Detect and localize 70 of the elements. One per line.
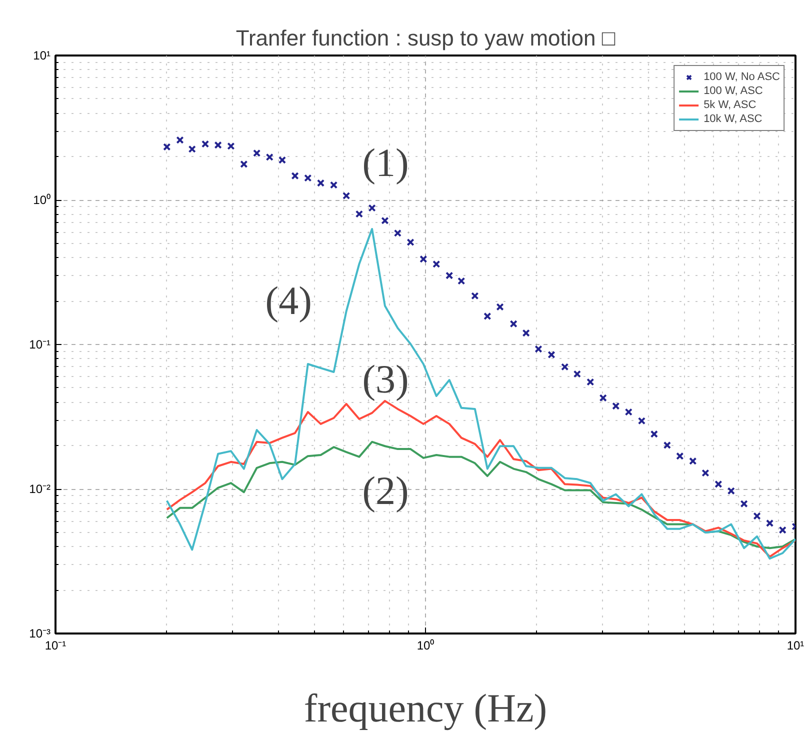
point [676,452,684,460]
point [612,402,620,410]
point [406,238,414,246]
point [330,181,338,189]
point [368,204,376,212]
y-tick-label: 10⁰ [33,193,51,207]
annotation: (2) [362,468,409,514]
legend-label: 100 W, ASC [704,84,763,98]
point [689,457,697,465]
point [663,441,672,450]
point [714,480,722,488]
point [355,210,364,218]
point [471,292,479,300]
y-tick-label: 10⁻³ [29,626,51,640]
point [702,469,710,477]
point [316,179,325,187]
point [496,303,504,311]
point [561,363,569,371]
point [227,142,235,150]
point [176,136,184,144]
x-tick-label: 10¹ [786,638,804,652]
x-tick-label: 10⁻¹ [44,638,66,652]
point [304,174,312,182]
point [446,272,454,280]
legend-label: 10k W, ASC [704,112,762,126]
point [599,394,607,402]
point [586,378,594,386]
point [650,430,658,438]
legend-label: 100 W, No ASC [704,70,780,84]
point [522,329,530,337]
point [510,320,518,328]
point [188,145,196,153]
line-series [166,228,796,560]
point [201,140,210,148]
point [214,141,222,149]
annotation: (1) [362,140,409,185]
x-tick-label: 10⁰ [416,638,434,652]
point [291,172,299,180]
point [458,277,466,285]
x-axis-title: frequency (Hz) [304,686,548,730]
annotation: (3) [362,356,409,402]
point [240,160,248,168]
point [766,519,774,528]
y-tick-label: 10¹ [33,48,51,62]
point [778,526,786,534]
point [484,312,492,320]
point [420,255,428,263]
legend-label: 5k W, ASC [704,98,756,112]
annotation: (4) [265,278,312,324]
point [573,370,582,378]
point [381,216,389,224]
point [753,512,761,520]
point [278,156,286,164]
point [548,350,556,359]
point [394,229,402,237]
chart-title: Tranfer function : susp to yaw motion □ [236,26,616,50]
point [163,143,171,151]
y-tick-label: 10⁻¹ [29,338,51,352]
line-series [166,400,796,558]
line-series [166,440,796,550]
y-tick-label: 10⁻² [29,482,51,496]
point [432,260,440,268]
point [727,487,735,495]
point [252,149,261,157]
point [534,345,542,353]
point [638,417,646,425]
point [266,153,274,161]
point [624,408,632,416]
point [342,192,350,200]
point [740,500,748,508]
